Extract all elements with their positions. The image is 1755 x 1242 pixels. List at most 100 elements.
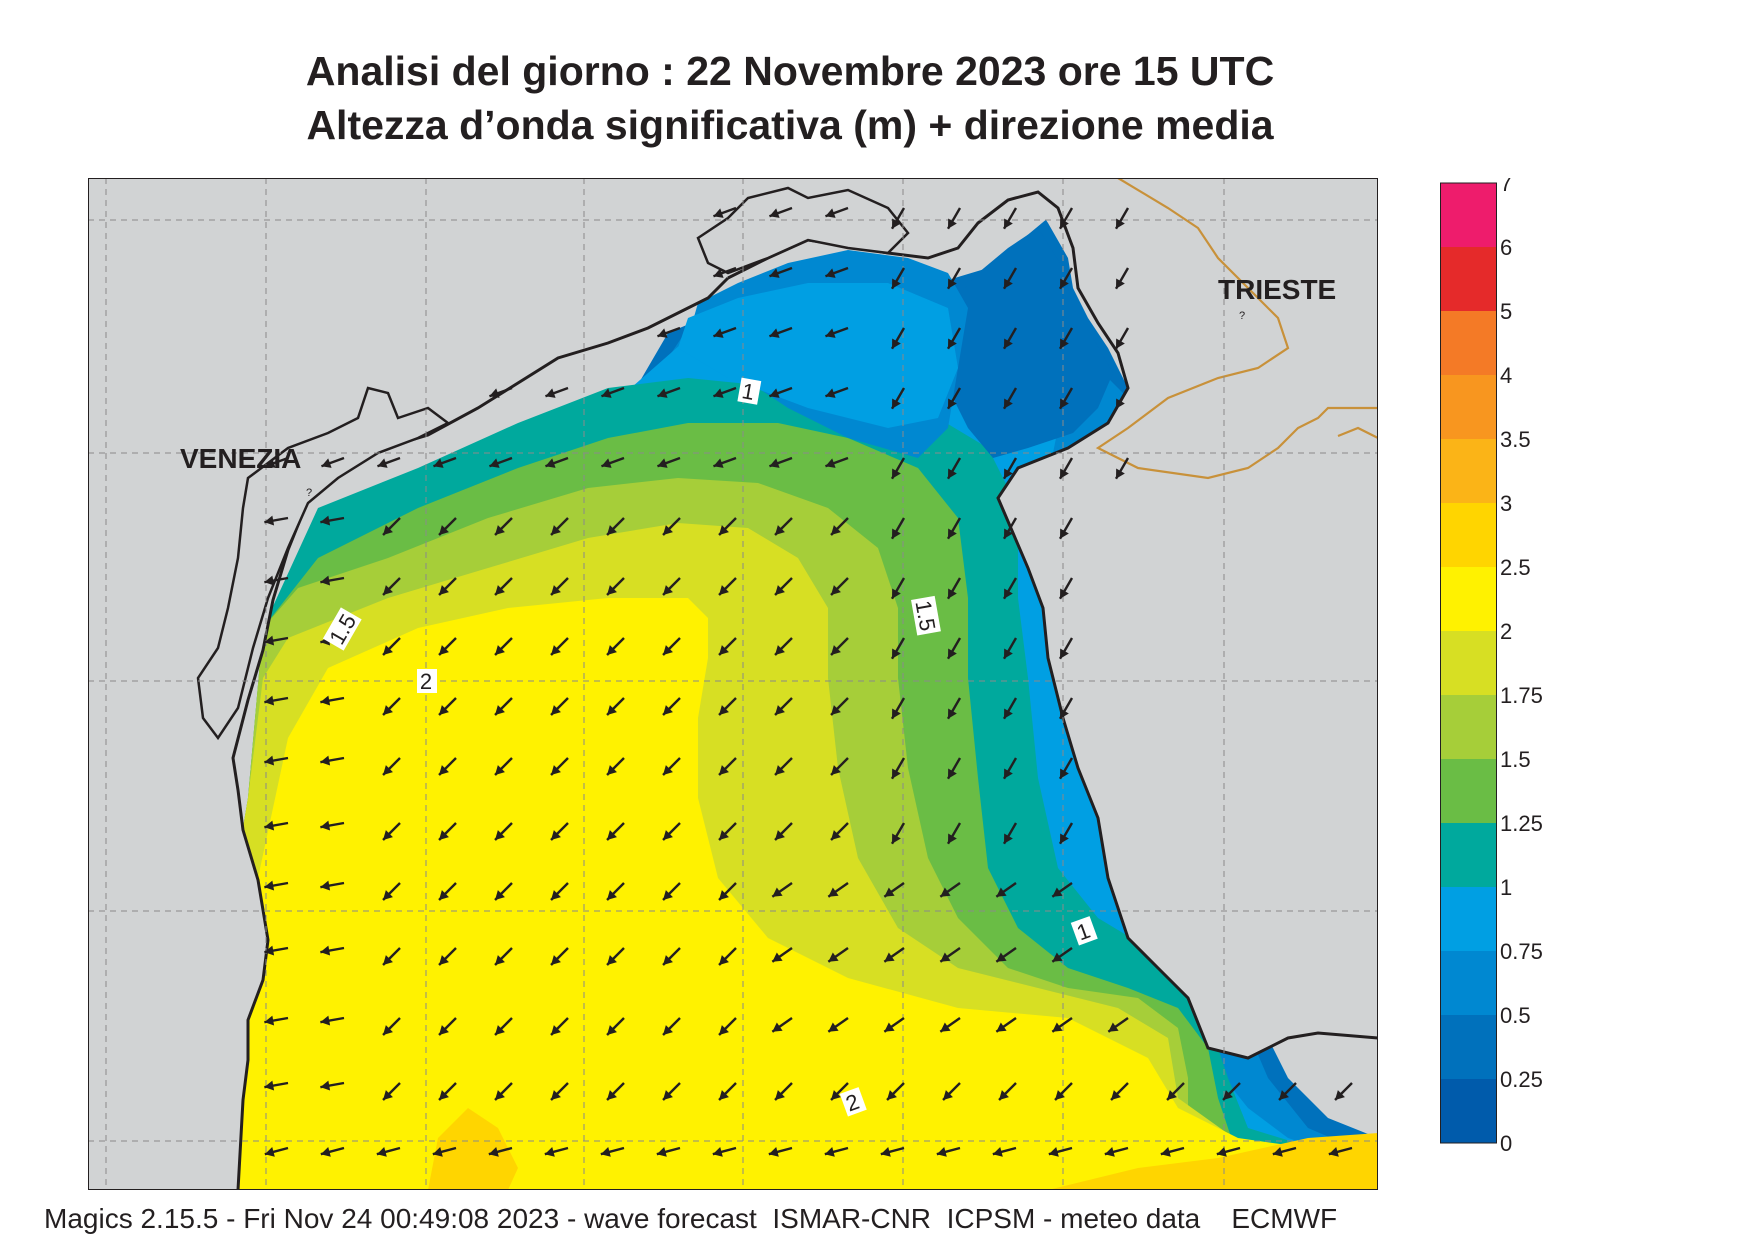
wave-arrow-head bbox=[719, 585, 729, 595]
wave-arrow-head bbox=[828, 887, 839, 897]
wave-arrow-head bbox=[551, 830, 561, 840]
wave-arrow-head bbox=[1060, 468, 1069, 479]
wave-arrow-head bbox=[769, 458, 780, 468]
wave-arrow-head bbox=[439, 830, 449, 840]
contour-label-2-west: 2 bbox=[420, 669, 432, 694]
wave-arrow-head bbox=[383, 765, 393, 775]
wave-arrow-head bbox=[825, 208, 836, 218]
wave-arrow-head bbox=[892, 398, 901, 409]
wave-arrow-head bbox=[892, 338, 901, 349]
wave-arrow-head bbox=[545, 458, 556, 468]
wave-arrow-head bbox=[320, 880, 331, 891]
wave-arrow-head bbox=[383, 890, 393, 900]
wave-arrow-head bbox=[439, 955, 449, 965]
wave-arrow-head bbox=[607, 705, 617, 715]
wave-arrow-head bbox=[663, 645, 673, 655]
wave-arrow-head bbox=[495, 645, 505, 655]
wave-arrow-head bbox=[1004, 528, 1013, 539]
contour-label-1-north: 1 bbox=[740, 378, 756, 405]
colorbar-tick-label: 0.75 bbox=[1500, 939, 1543, 964]
wave-arrow-head bbox=[1216, 1147, 1227, 1157]
colorbar-tick-label: 0.25 bbox=[1500, 1067, 1543, 1092]
wave-arrow-head bbox=[551, 955, 561, 965]
wave-arrow-head bbox=[544, 1147, 555, 1157]
wave-arrow-head bbox=[1060, 708, 1069, 719]
colorbar-swatch bbox=[1440, 503, 1496, 567]
wave-arrow-head bbox=[887, 1090, 897, 1100]
sea-north-band-light bbox=[678, 283, 958, 428]
wave-arrow-head bbox=[1116, 218, 1125, 229]
wave-arrow-head bbox=[769, 388, 780, 398]
wave-arrow-head bbox=[719, 705, 729, 715]
wave-arrow-head bbox=[383, 1090, 393, 1100]
wave-arrow-head bbox=[489, 388, 500, 398]
colorbar-swatch bbox=[1440, 1079, 1496, 1143]
wave-arrow-head bbox=[320, 755, 331, 766]
wave-arrow-head bbox=[719, 765, 729, 775]
wave-arrow-head bbox=[264, 635, 275, 646]
wave-arrow-head bbox=[769, 328, 780, 338]
wave-arrow-head bbox=[495, 765, 505, 775]
lagoon-north bbox=[696, 186, 910, 275]
wave-arrow-head bbox=[663, 890, 673, 900]
coastline-west bbox=[231, 276, 730, 1190]
wave-arrow-head bbox=[1060, 398, 1069, 409]
wave-height-map: 1 1.5 1.5 2 1 2 bbox=[88, 178, 1378, 1190]
wave-arrow-head bbox=[769, 268, 780, 278]
wave-arrow-head bbox=[775, 705, 785, 715]
map-frame bbox=[88, 178, 1378, 1190]
wave-arrow-head bbox=[439, 765, 449, 775]
wave-arrow-head bbox=[320, 820, 331, 831]
wave-arrow-head bbox=[892, 648, 901, 659]
wave-arrow-head bbox=[495, 890, 505, 900]
wave-arrow-head bbox=[264, 575, 275, 586]
wave-arrow-head bbox=[719, 830, 729, 840]
wave-arrow-head bbox=[1060, 833, 1069, 844]
wave-arrow-head bbox=[1060, 528, 1069, 539]
wave-arrow-head bbox=[768, 1147, 779, 1157]
wave-arrow-head bbox=[831, 585, 841, 595]
land-veneto bbox=[88, 178, 728, 1190]
wave-arrow-head bbox=[320, 1147, 331, 1157]
wave-arrow-head bbox=[828, 1022, 839, 1032]
wave-arrow-head bbox=[831, 705, 841, 715]
wave-arrow-head bbox=[996, 952, 1007, 962]
wave-arrow-head bbox=[607, 765, 617, 775]
sea-zone-2-2.5 bbox=[218, 598, 1378, 1190]
footer-credits: Magics 2.15.5 - Fri Nov 24 00:49:08 2023… bbox=[44, 1203, 1338, 1234]
wave-arrow-head bbox=[1048, 1147, 1059, 1157]
colorbar-swatch bbox=[1440, 311, 1496, 375]
colorbar-tick-label: 6 bbox=[1500, 235, 1512, 260]
wave-arrow-head bbox=[663, 585, 673, 595]
wave-arrow-head bbox=[892, 588, 901, 599]
wave-arrow-head bbox=[607, 525, 617, 535]
colorbar: 7 6 5 4 3.5 3 2.5 2 1.75 1.5 1.25 1 0.75 0.5 0.25 0 bbox=[1440, 178, 1543, 1156]
colorbar-tick-label: 5 bbox=[1500, 299, 1512, 324]
wave-arrow-head bbox=[1004, 338, 1013, 349]
wave-arrow-head bbox=[551, 585, 561, 595]
map-subtitle: Altezza d’onda significativa (m) + direz… bbox=[306, 102, 1274, 148]
wave-arrow-head bbox=[1060, 218, 1069, 229]
wave-arrow-head bbox=[772, 887, 783, 897]
wave-arrow-head bbox=[657, 388, 668, 398]
colorbar-swatch bbox=[1440, 1015, 1496, 1079]
wave-arrow-head bbox=[657, 458, 668, 468]
wave-arrow-head bbox=[948, 833, 957, 844]
wave-arrow-head bbox=[495, 830, 505, 840]
wave-arrow-head bbox=[1116, 338, 1125, 349]
wave-arrow-head bbox=[713, 388, 724, 398]
wave-arrow-head bbox=[383, 830, 393, 840]
wave-arrow-head bbox=[996, 887, 1007, 897]
wave-arrow-head bbox=[439, 1025, 449, 1035]
city-marker-venezia: ? bbox=[306, 487, 312, 499]
wave-arrow-head bbox=[831, 830, 841, 840]
wave-arrow-head bbox=[1052, 952, 1063, 962]
wave-arrow-head bbox=[495, 1025, 505, 1035]
wave-arrow-head bbox=[1167, 1090, 1177, 1100]
wave-arrow-head bbox=[495, 1090, 505, 1100]
wave-arrow-head bbox=[892, 833, 901, 844]
colorbar-tick-label: 0 bbox=[1500, 1131, 1512, 1156]
wave-arrow-head bbox=[996, 1022, 1007, 1032]
wave-arrow-head bbox=[1004, 218, 1013, 229]
colorbar-tick-label: 3.5 bbox=[1500, 427, 1531, 452]
